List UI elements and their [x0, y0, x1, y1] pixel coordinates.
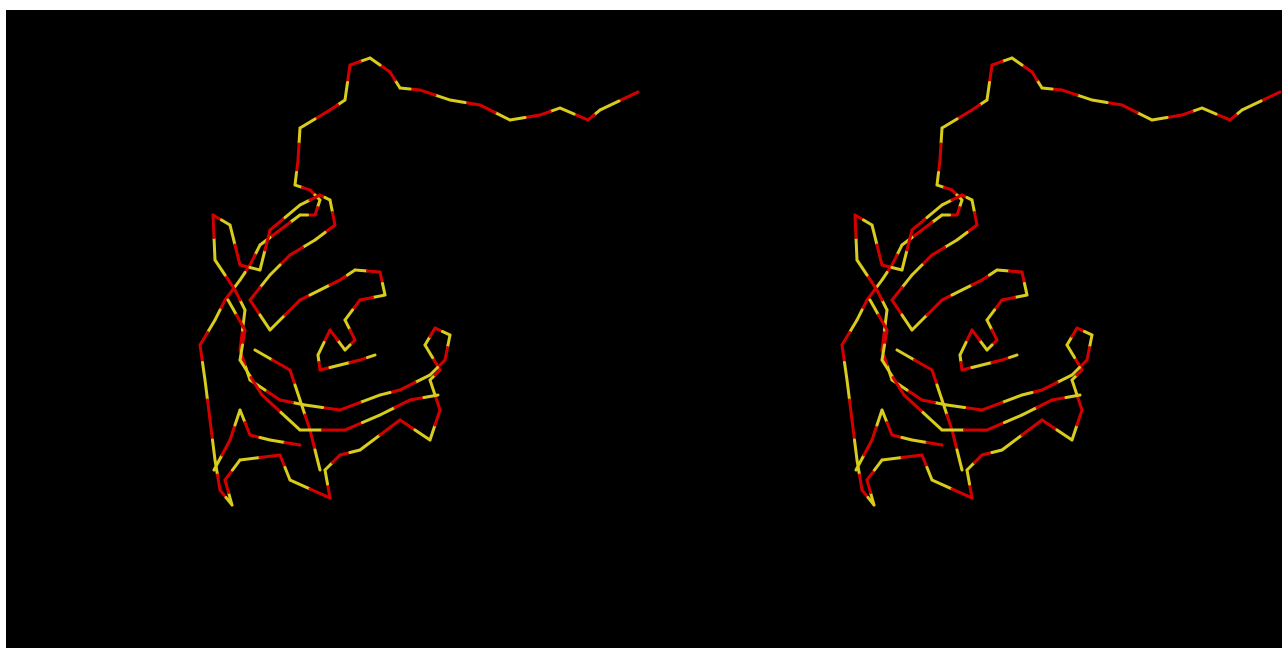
- bond: [1010, 271, 1023, 272]
- bond: [213, 215, 214, 238]
- stereo-viewer: [6, 10, 1282, 648]
- bond: [997, 270, 1010, 271]
- bond: [355, 270, 368, 271]
- bond: [368, 271, 381, 272]
- bond: [400, 88, 410, 89]
- bond: [410, 89, 420, 90]
- bond: [1042, 88, 1052, 89]
- bond: [297, 160, 299, 173]
- bond: [941, 128, 942, 144]
- viewport-background: [6, 10, 1282, 648]
- bond: [295, 173, 297, 186]
- bond: [1052, 89, 1062, 90]
- bond: [856, 238, 857, 261]
- bond: [299, 128, 300, 144]
- bond: [298, 144, 299, 160]
- bond: [940, 144, 941, 160]
- page: (() => { const ns = 'http://www.w3.org/2…: [0, 0, 1282, 648]
- bond: [214, 238, 215, 261]
- bond: [939, 160, 941, 173]
- bond: [937, 173, 939, 186]
- bond: [855, 215, 856, 238]
